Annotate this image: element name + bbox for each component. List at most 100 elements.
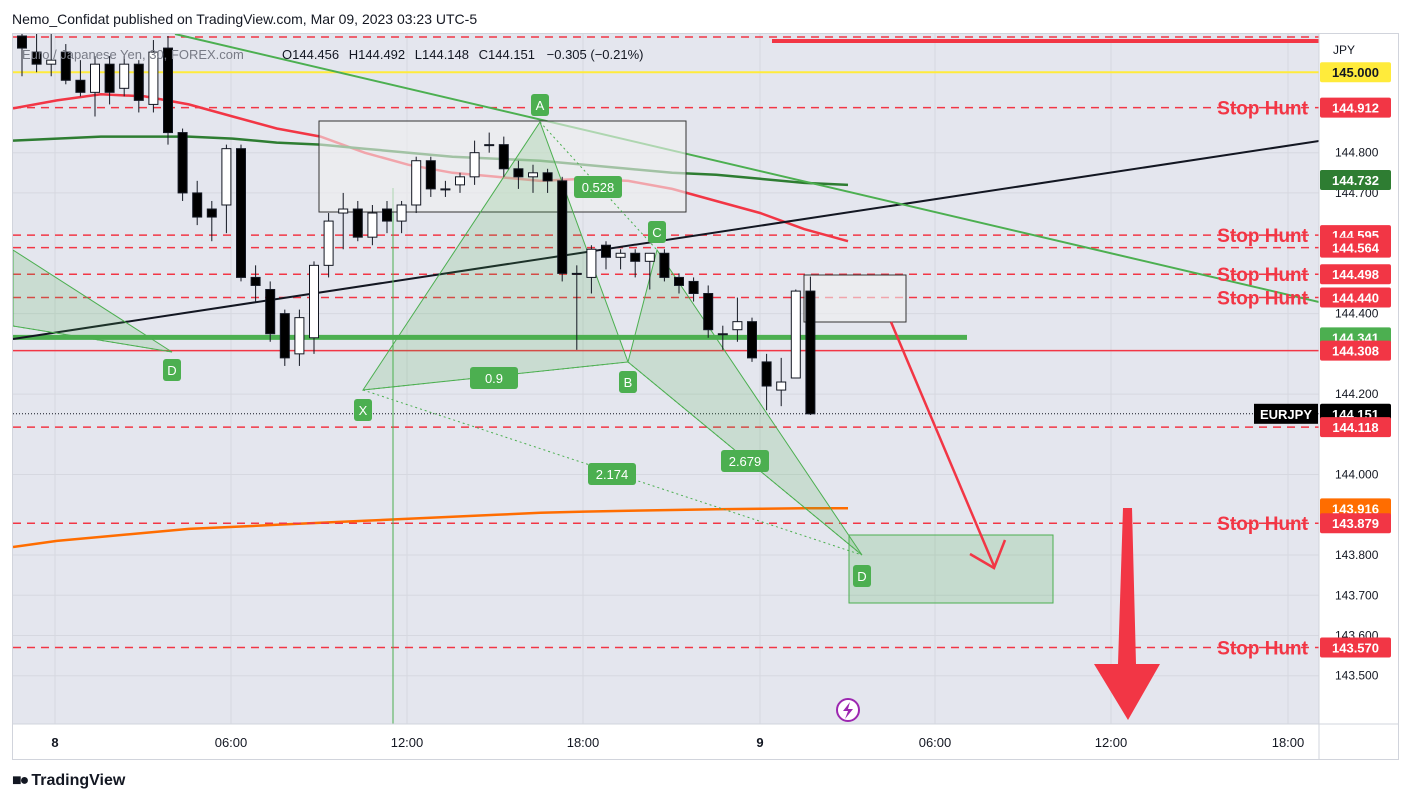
price-tick-label: 144.200: [1335, 387, 1379, 401]
candle-bear: [17, 35, 27, 49]
time-tick-label: 18:00: [567, 735, 600, 750]
candle-bull: [221, 148, 232, 206]
time-tick-label: 8: [51, 735, 58, 750]
candle-bull: [440, 188, 451, 191]
legend-high-label: H: [349, 47, 358, 62]
ohlc-legend: Euro / Japanese Yen, 30, FOREX.com O144.…: [22, 47, 644, 62]
ratio-label: 2.679: [729, 454, 762, 469]
price-badge-label: 144.308: [1332, 344, 1379, 359]
price-badge: [1320, 237, 1391, 258]
candle-bull: [309, 264, 319, 339]
candle-bear: [236, 148, 246, 278]
pattern-point-marker: [163, 359, 181, 381]
legend-change: −0.305 (−0.21%): [547, 47, 644, 62]
candle-bear: [688, 280, 699, 295]
candle-bear: [557, 180, 568, 274]
trend-line: [174, 34, 1319, 303]
price-tick-label: 143.800: [1335, 548, 1379, 562]
candle-bear: [425, 160, 436, 190]
overlay: Stop Hunt Stop Hunt Stop Hunt Stop Hunt Stop…: [889, 99, 1309, 720]
candle-bull: [119, 63, 130, 89]
stop-hunt-label: Stop Hunt: [1217, 289, 1308, 310]
stop-hunt-label: Stop Hunt: [1217, 265, 1308, 286]
time-axis[interactable]: 8 06:00 12:00 18:00 9 06:00 12:00 18:00: [13, 723, 1399, 750]
price-tick-label: 143.700: [1335, 588, 1379, 602]
moving-average-line: [13, 507, 848, 549]
grid: [13, 34, 1319, 724]
candle-bear: [192, 192, 203, 218]
time-tick-label: 06:00: [919, 735, 952, 750]
legend-low-label: L: [415, 47, 422, 62]
candle-bull: [528, 172, 538, 178]
symbol-badge-label: EURJPY: [1260, 407, 1312, 422]
price-badge-label: 144.118: [1332, 420, 1378, 435]
candle-bear: [60, 51, 71, 81]
legend-symbol: Euro / Japanese Yen, 30, FOREX.com: [22, 47, 244, 62]
candle-bear: [279, 313, 290, 359]
markers: X A B C D D 0.528 0.9 2.174 2.679: [163, 94, 871, 587]
candle-bull: [469, 152, 480, 178]
candle-bull: [586, 248, 597, 278]
time-tick-label: 9: [756, 735, 763, 750]
lightning-icon[interactable]: [836, 698, 860, 722]
candle-bull: [732, 321, 743, 331]
price-tick-label: 144.400: [1335, 307, 1379, 321]
price-badge: [1320, 264, 1391, 285]
candle-bear: [805, 290, 816, 415]
candle-bull: [776, 381, 787, 391]
price-tick-label: 144.000: [1335, 468, 1379, 482]
price-badge-label: 143.879: [1332, 516, 1379, 531]
legend-close-label: C: [479, 47, 488, 62]
footer-brand: TradingView: [31, 772, 126, 789]
legend-low: 144.148: [422, 47, 469, 62]
candle-bear: [133, 63, 144, 101]
ratio-marker: [721, 450, 769, 472]
price-axis[interactable]: 145.000144.800144.700144.400144.200144.0…: [1254, 34, 1391, 760]
candle-bear: [75, 79, 86, 93]
candle-bull: [148, 51, 159, 105]
price-badge-label: 143.916: [1332, 501, 1379, 516]
price-badge-label: 144.912: [1332, 101, 1379, 116]
price-badge: [1320, 287, 1391, 308]
pattern-point-label: D: [857, 569, 866, 584]
chart-frame: [12, 33, 1399, 760]
big-down-arrow: [1094, 508, 1160, 720]
ratio-label: 2.174: [596, 467, 629, 482]
candle-bull: [396, 204, 407, 222]
tv-logo-icon: ■●: [12, 772, 29, 789]
candle-bear: [542, 172, 553, 182]
candle-bull: [484, 144, 495, 147]
symbol-badge: [1254, 403, 1318, 424]
projection-arrow: [889, 321, 996, 567]
price-badge: [1320, 417, 1391, 438]
stop-hunt-label: Stop Hunt: [1217, 639, 1308, 660]
price-badge: [1320, 513, 1391, 534]
projection-arrow-head: [969, 539, 1007, 570]
candle-bear: [601, 244, 611, 258]
pattern-point-label: X: [359, 403, 368, 418]
time-tick-label: 06:00: [215, 735, 248, 750]
candle-bear: [659, 252, 670, 278]
price-badge-label: 144.440: [1332, 291, 1379, 306]
candle-bull: [790, 290, 801, 379]
pattern-point-marker: [354, 399, 372, 421]
pattern-point-marker: [648, 221, 666, 243]
pattern-point-label: D: [167, 363, 176, 378]
pattern-point-marker: [853, 565, 871, 587]
stop-hunt-label: Stop Hunt: [1217, 514, 1308, 535]
candle-bull: [411, 160, 422, 206]
candles[interactable]: [17, 24, 816, 416]
ratio-label: 0.9: [485, 371, 503, 386]
pattern-point-marker: [531, 94, 549, 116]
tradingview-logo[interactable]: ■● TradingView: [12, 772, 125, 790]
candle-bull: [615, 252, 626, 258]
candle-bear: [163, 47, 173, 134]
legend-open-label: O: [282, 47, 292, 62]
published-caption: Nemo_Confidat published on TradingView.c…: [12, 11, 478, 27]
price-badge: [1320, 97, 1391, 118]
candle-bull: [338, 208, 349, 214]
price-badge-label: 144.732: [1332, 173, 1379, 188]
target-zone: [848, 534, 1054, 604]
svg-text:O144.456 H144.492: O144.456 H144.492 L144.148 C144.151 −0.3…: [282, 47, 644, 62]
